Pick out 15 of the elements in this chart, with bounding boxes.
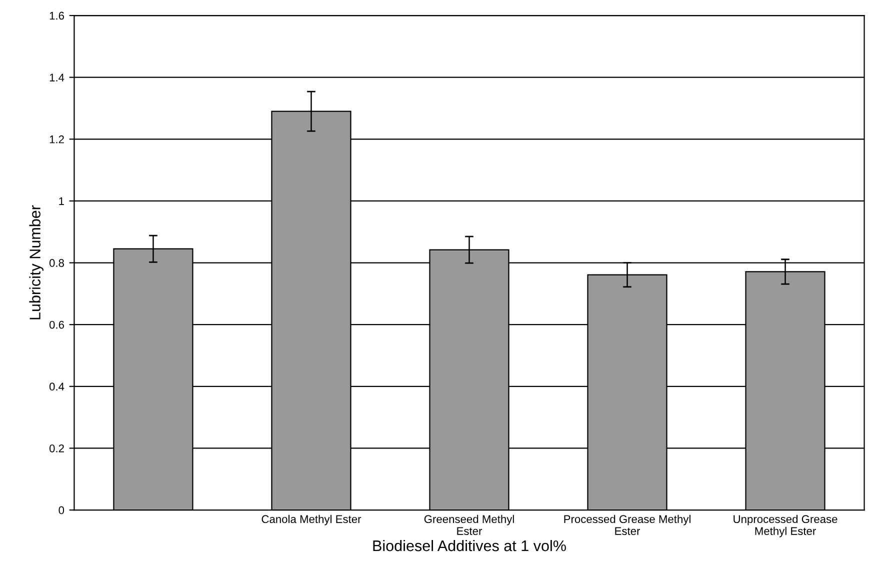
- y-axis-title: Lubricity Number: [29, 205, 44, 320]
- y-tick-label: 0.8: [49, 259, 64, 267]
- x-tick-label: Unprocessed Grease Methyl Ester: [734, 514, 838, 538]
- x-tick-label: Canola Methyl Ester: [262, 514, 362, 526]
- y-tick-label: 0.6: [49, 320, 64, 329]
- y-tick-label: 1.4: [50, 74, 64, 82]
- x-axis-title: Biodiesel Additives at 1 vol%: [373, 540, 566, 552]
- y-tick-label: 1.6: [50, 12, 64, 20]
- y-tick-label: 0.4: [49, 382, 64, 391]
- x-tick-label: Greenseed Methyl Ester: [424, 514, 514, 536]
- y-tick-label: 0: [58, 506, 64, 514]
- y-tick-label: 1: [59, 197, 64, 205]
- y-tick-label: 0.2: [49, 444, 64, 452]
- x-tick-label: Processed Grease Methyl Ester: [564, 514, 690, 536]
- y-tick-label: 1.2: [50, 135, 64, 144]
